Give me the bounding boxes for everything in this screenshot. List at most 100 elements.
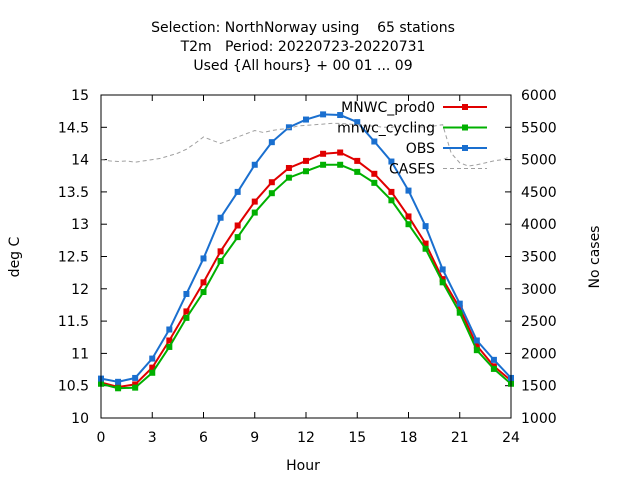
series-line-mnwc-prod0 <box>100 151 512 389</box>
data-point-mnwc-cycling <box>115 385 122 392</box>
data-point-obs <box>490 356 497 363</box>
y-tick-label: 12 <box>71 282 89 298</box>
data-point-obs <box>285 124 292 131</box>
data-point-obs <box>303 116 309 123</box>
y2-tick-label: 3000 <box>521 282 557 298</box>
data-point-obs <box>405 187 412 194</box>
data-point-obs <box>320 111 327 118</box>
y-tick-label: 15 <box>71 88 89 104</box>
data-point-mnwc-prod0 <box>405 213 412 220</box>
data-point-obs <box>439 266 446 273</box>
x-tick-label: 18 <box>400 430 418 446</box>
data-point-obs <box>217 214 224 221</box>
y2-tick-label: 4500 <box>521 185 557 201</box>
data-point-mnwc-cycling <box>285 174 292 181</box>
y-tick-label: 10.5 <box>58 379 89 395</box>
data-point-mnwc-cycling <box>439 279 446 286</box>
data-point-mnwc-prod0 <box>354 157 361 164</box>
data-point-mnwc-prod0 <box>149 364 156 371</box>
data-point-mnwc-cycling <box>217 258 224 265</box>
y2-tick-label: 1000 <box>521 411 557 427</box>
data-point-obs <box>337 112 344 119</box>
x-tick-label: 15 <box>348 430 366 446</box>
legend-label: MNWC_prod0 <box>341 100 435 116</box>
data-point-mnwc-cycling <box>405 221 412 228</box>
data-point-mnwc-prod0 <box>320 150 327 157</box>
y2-tick-label: 5500 <box>521 120 557 136</box>
data-point-obs <box>354 119 361 126</box>
y2-tick-label: 5000 <box>521 153 557 169</box>
data-point-mnwc-cycling <box>320 161 327 168</box>
x-tick-label: 3 <box>148 430 157 446</box>
data-point-mnwc-cycling <box>268 190 275 197</box>
chart-title-line-2: T2m Period: 20220723-20220731 <box>180 39 426 55</box>
x-tick-label: 21 <box>451 430 469 446</box>
data-point-mnwc-cycling <box>354 168 361 175</box>
data-point-obs <box>268 139 275 146</box>
series-line-cases <box>100 122 512 167</box>
data-point-mnwc-prod0 <box>234 222 241 229</box>
y2-tick-label: 3500 <box>521 250 557 266</box>
series-line-obs <box>100 113 512 383</box>
legend-marker <box>462 124 468 131</box>
data-point-mnwc-prod0 <box>200 279 207 286</box>
data-point-mnwc-cycling <box>251 209 258 216</box>
data-point-obs <box>200 255 207 262</box>
x-tick-label: 0 <box>97 430 106 446</box>
plot-frame <box>100 94 512 419</box>
x-tick-label: 9 <box>250 430 259 446</box>
data-point-mnwc-cycling <box>422 245 429 252</box>
y2-tick-label: 2500 <box>521 314 557 330</box>
x-tick-label: 12 <box>297 430 315 446</box>
chart-title-line-3: Used {All hours} + 00 01 ... 09 <box>193 58 412 74</box>
y2-tick-label: 1500 <box>521 379 557 395</box>
data-point-mnwc-cycling <box>234 234 241 241</box>
data-point-mnwc-cycling <box>166 343 173 350</box>
data-point-obs <box>388 158 395 165</box>
data-point-mnwc-prod0 <box>371 170 378 177</box>
data-point-obs <box>132 374 139 381</box>
data-point-mnwc-prod0 <box>217 248 224 255</box>
data-point-mnwc-cycling <box>473 347 480 354</box>
data-point-obs <box>149 355 156 362</box>
data-point-mnwc-prod0 <box>456 305 463 312</box>
y-tick-label: 10 <box>71 411 89 427</box>
y-axis-label: deg C <box>7 236 23 277</box>
y-tick-label: 12.5 <box>58 250 89 266</box>
data-point-mnwc-prod0 <box>268 179 275 186</box>
data-point-mnwc-prod0 <box>439 276 446 283</box>
y2-tick-label: 6000 <box>521 88 557 104</box>
data-point-obs <box>251 161 258 168</box>
data-point-mnwc-cycling <box>388 197 395 204</box>
data-point-mnwc-prod0 <box>132 381 139 388</box>
y-tick-label: 11.5 <box>58 314 89 330</box>
legend-marker <box>462 145 468 151</box>
y-tick-label: 13 <box>71 217 89 233</box>
x-tick-label: 6 <box>199 430 208 446</box>
data-point-mnwc-prod0 <box>422 240 429 247</box>
data-point-obs <box>183 290 190 297</box>
data-point-mnwc-cycling <box>303 168 309 175</box>
data-point-obs <box>166 326 173 333</box>
data-point-mnwc-prod0 <box>473 342 480 349</box>
data-point-mnwc-cycling <box>337 161 344 168</box>
legend-marker <box>462 104 468 110</box>
data-point-obs <box>422 223 429 230</box>
data-point-obs <box>473 337 480 344</box>
data-point-mnwc-cycling <box>456 309 463 316</box>
legend-label: CASES <box>389 162 435 178</box>
x-tick-label: 24 <box>502 430 520 446</box>
y2-axis-label: No cases <box>587 226 603 289</box>
y2-tick-label: 4000 <box>521 217 557 233</box>
data-point-mnwc-cycling <box>490 365 497 372</box>
data-point-mnwc-cycling <box>371 179 378 186</box>
y-tick-label: 11 <box>71 346 89 362</box>
data-point-mnwc-prod0 <box>183 308 190 315</box>
chart-title-line-1: Selection: NorthNorway using 65 stations <box>151 20 455 36</box>
data-point-obs <box>456 300 463 307</box>
data-point-mnwc-prod0 <box>285 164 292 171</box>
data-point-mnwc-prod0 <box>388 188 395 195</box>
y2-tick-label: 2000 <box>521 346 557 362</box>
data-point-mnwc-prod0 <box>251 198 258 205</box>
